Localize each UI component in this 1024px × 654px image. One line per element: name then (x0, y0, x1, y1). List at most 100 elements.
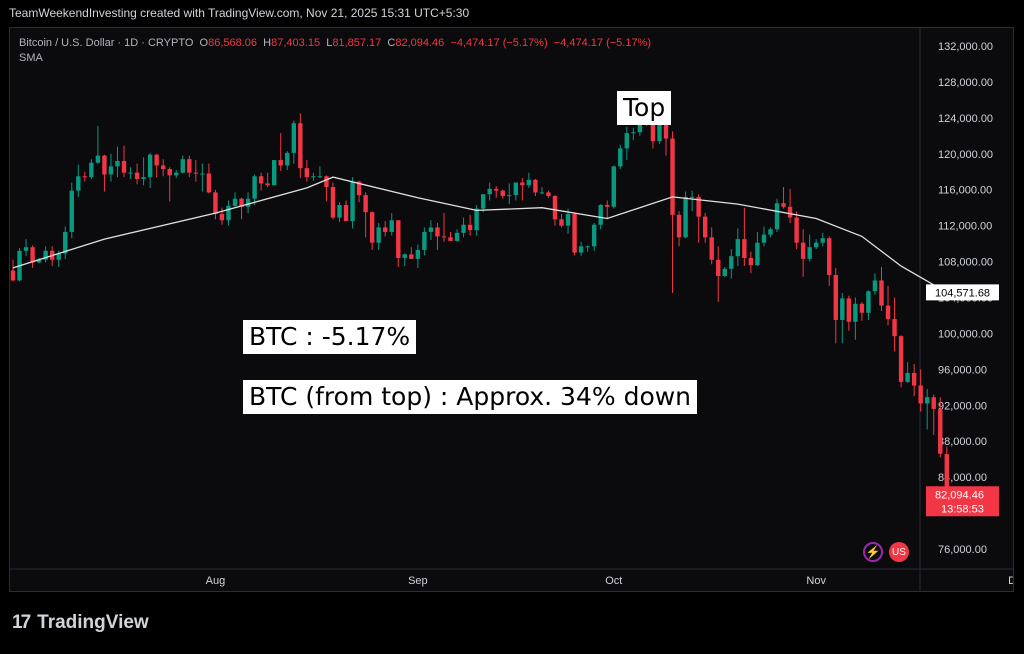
candle-body (637, 122, 643, 133)
candle-body (435, 227, 440, 237)
candle-body (330, 187, 336, 218)
candle-body (500, 190, 505, 197)
candle-body (383, 227, 388, 232)
candle-body (369, 212, 375, 243)
candle-body (121, 160, 127, 173)
candle-body (846, 298, 852, 322)
tradingview-mark-icon: 17 (12, 612, 31, 633)
candle-body (657, 124, 662, 142)
candle-body (866, 291, 871, 313)
y-tick-label: 84,000.00 (938, 472, 987, 484)
candle-body (676, 214, 682, 238)
candle-body (611, 166, 616, 207)
candle-body (63, 231, 68, 254)
candle-body (76, 176, 81, 191)
candle-body (800, 242, 806, 259)
candle-body (918, 385, 923, 404)
candle-body (219, 213, 225, 221)
candle-body (36, 259, 42, 263)
candle-body (245, 198, 251, 207)
candle-body (389, 220, 394, 232)
candle-body (69, 190, 74, 232)
candle-body (409, 254, 414, 259)
candle-body (356, 181, 362, 196)
low-label: L (326, 37, 333, 49)
symbol-name[interactable]: Bitcoin / U.S. Dollar · 1D · CRYPTO (19, 37, 194, 49)
candle-body (56, 253, 61, 260)
status-icons: ⚡ US (863, 542, 909, 562)
candle-body (709, 237, 714, 260)
candle-body (892, 319, 897, 337)
candle-body (82, 176, 88, 178)
candle-body (520, 182, 525, 186)
tradingview-wordmark: TradingView (37, 612, 149, 633)
sma-line (12, 176, 948, 293)
candle-body (350, 181, 355, 222)
candle-body (206, 173, 212, 193)
x-tick-label: Sep (408, 575, 428, 587)
change-value-2: −4,474.17 (−5.17%) (553, 37, 652, 49)
candle-body (885, 305, 891, 320)
candle-body (154, 154, 159, 166)
open-label: O (199, 37, 209, 49)
candle-body (187, 159, 192, 173)
candle-body (768, 229, 773, 235)
x-tick-label: Aug (206, 575, 226, 587)
candle-body (258, 176, 264, 184)
candle-body (663, 124, 669, 139)
candle-body (911, 372, 917, 386)
y-tick-label: 128,000.00 (938, 77, 993, 89)
candle-body (565, 213, 571, 226)
candle-body (716, 259, 721, 276)
candle-body (89, 162, 94, 178)
candle-body (252, 176, 257, 199)
candle-body (546, 192, 551, 197)
candle-body (631, 132, 636, 134)
us-flag-icon[interactable]: US (889, 542, 909, 562)
candle-body (200, 173, 205, 175)
candle-body (160, 165, 166, 170)
candle-body (494, 188, 499, 191)
sma-indicator-label[interactable]: SMA (19, 52, 43, 64)
close-value: 82,094.46 (395, 37, 445, 49)
candle-body (95, 155, 101, 163)
candle-body (180, 159, 185, 173)
candle-body (167, 169, 172, 176)
candle-body (102, 155, 107, 175)
candle-body (872, 280, 878, 292)
y-tick-label: 96,000.00 (938, 364, 987, 376)
candle-body (591, 224, 597, 247)
candle-body (174, 172, 179, 176)
candle-body (735, 239, 741, 257)
candle-body (761, 234, 767, 243)
candle-body (128, 172, 133, 174)
candle-body (781, 203, 786, 207)
candle-body (807, 247, 812, 259)
candle-body (689, 196, 695, 198)
last-price-label: 82,094.46 (935, 489, 984, 501)
candle-body (285, 152, 290, 166)
bolt-icon[interactable]: ⚡ (863, 542, 883, 562)
candle-body (650, 110, 656, 142)
close-label: C (387, 37, 396, 49)
candle-body (879, 280, 884, 306)
y-tick-label: 112,000.00 (938, 221, 992, 233)
y-tick-label: 92,000.00 (938, 400, 987, 412)
candle-body (683, 196, 688, 238)
candle-body (748, 257, 754, 266)
candle-body (108, 166, 114, 175)
chart-frame[interactable]: 132,000.00 128,000.00 124,000.00 120,000.00… (9, 27, 1014, 592)
y-tick-label: 76,000.00 (938, 544, 987, 556)
candle-body (448, 237, 453, 241)
candle-body (363, 195, 368, 213)
x-tick-label: D (1008, 575, 1013, 587)
candle-body (853, 303, 858, 322)
candle-body (696, 196, 701, 217)
tradingview-logo[interactable]: 17 TradingView (12, 612, 149, 634)
price-chart[interactable]: 132,000.00 128,000.00 124,000.00 120,000.00… (10, 28, 1013, 591)
candle-body (905, 372, 910, 382)
candle-body (239, 198, 244, 207)
candle-body (226, 205, 231, 221)
candle-body (938, 408, 943, 454)
candle-body (428, 227, 434, 232)
